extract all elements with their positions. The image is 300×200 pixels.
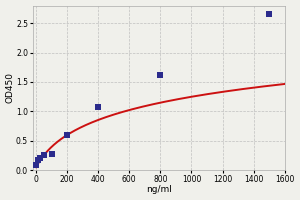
Point (49, 153, 54, 156)
Point (267, 13, 272, 16)
Point (34, 164, 38, 167)
Point (41, 154, 46, 157)
Point (158, 73, 163, 77)
Y-axis label: OD450: OD450 (6, 72, 15, 103)
Point (38, 156, 42, 159)
Point (36, 158, 40, 161)
X-axis label: ng/ml: ng/ml (146, 185, 172, 194)
Point (96, 106, 100, 109)
Point (65, 133, 70, 137)
